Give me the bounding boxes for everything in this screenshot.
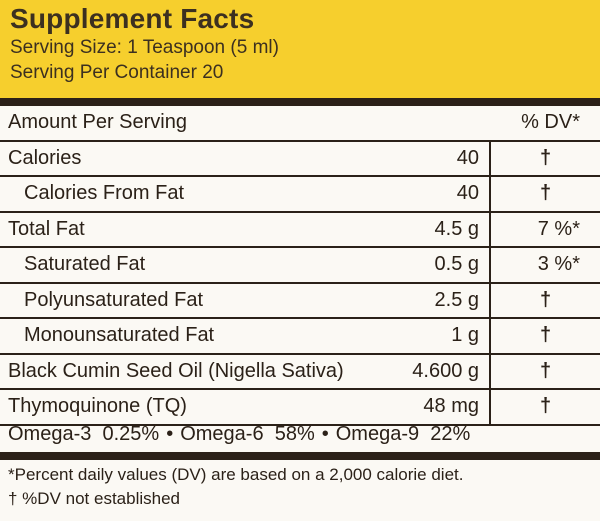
label-title: Supplement Facts [10,3,255,34]
nutrient-name: Monounsaturated Fat [0,318,388,355]
nutrient-amount: 40 [388,176,491,213]
table-row: Calories From Fat 40 † [0,176,600,213]
nutrient-amount: 1 g [388,318,491,355]
servings-per-container: Serving Per Container 20 [10,62,224,83]
table-row: Total Fat 4.5 g 7 %* [0,211,600,248]
top-divider [0,98,600,106]
dv-header: % DV* [490,106,600,142]
nutrient-dv: 3 %* [490,247,600,284]
separator-dot: • [321,423,329,445]
table-row: Thymoquinone (TQ) 48 mg † [0,389,600,426]
footnotes: *Percent daily values (DV) are based on … [8,463,463,511]
facts-table: Amount Per Serving % DV* Calories 40 † C… [0,106,600,426]
serving-size: Serving Size: 1 Teaspoon (5 ml) [10,37,279,58]
nutrient-name: Black Cumin Seed Oil (Nigella Sativa) [0,353,388,390]
table-row: Black Cumin Seed Oil (Nigella Sativa) 4.… [0,353,600,390]
nutrient-name: Calories From Fat [0,176,388,213]
nutrient-name: Saturated Fat [0,247,388,284]
omega-9-value: Omega-9 22% [335,423,471,445]
nutrient-dv: † [490,389,600,426]
table-row: Calories 40 † [0,140,600,177]
nutrient-amount: 48 mg [388,389,491,426]
table-header-row: Amount Per Serving % DV* [0,106,600,142]
nutrient-amount: 4.600 g [388,353,491,390]
nutrient-dv: † [490,140,600,177]
nutrient-name: Calories [0,140,388,177]
nutrient-dv: † [490,318,600,355]
omega-3-value: Omega-3 0.25% [8,423,160,445]
nutrient-dv: † [490,176,600,213]
omega-6-value: Omega-6 58% [180,423,315,445]
table-row: Monounsaturated Fat 1 g † [0,318,600,355]
nutrient-name: Thymoquinone (TQ) [0,389,388,426]
nutrient-amount: 2.5 g [388,282,491,319]
table-row: Polyunsaturated Fat 2.5 g † [0,282,600,319]
nutrient-amount: 0.5 g [388,247,491,284]
nutrient-dv: 7 %* [490,211,600,248]
dagger-footnote: † %DV not established [8,489,180,508]
nutrient-name: Total Fat [0,211,388,248]
nutrient-dv: † [490,353,600,390]
bottom-divider [0,452,600,460]
nutrient-amount: 4.5 g [388,211,491,248]
label-header: Supplement Facts Serving Size: 1 Teaspoo… [0,0,600,98]
nutrient-dv: † [490,282,600,319]
nutrient-amount: 40 [388,140,491,177]
table-row: Saturated Fat 0.5 g 3 %* [0,247,600,284]
separator-dot: • [166,423,174,445]
nutrient-name: Polyunsaturated Fat [0,282,388,319]
amount-per-serving-header: Amount Per Serving [0,106,388,142]
dv-footnote: *Percent daily values (DV) are based on … [8,465,464,484]
omega-fatty-acids: Omega-3 0.25% • Omega-6 58% • Omega-9 22% [8,417,470,451]
